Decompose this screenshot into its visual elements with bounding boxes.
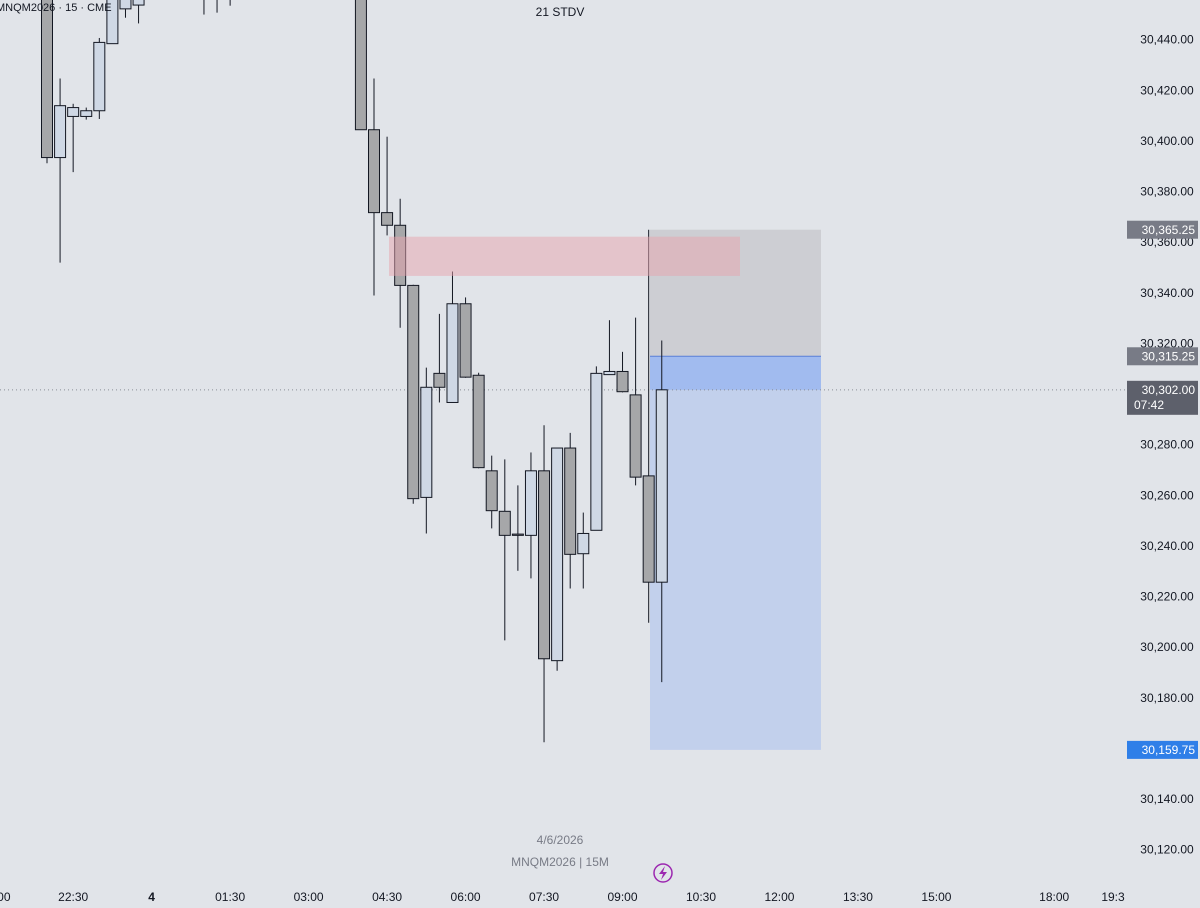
x-tick-label: 19:3 — [1101, 890, 1125, 904]
y-tick-label: 30,340.00 — [1140, 286, 1194, 300]
x-tick-label: 13:30 — [843, 890, 873, 904]
last-price-label: 30,302.00 — [1142, 383, 1196, 397]
entry-price-label-box — [1127, 347, 1198, 366]
candle-body — [54, 105, 67, 159]
candle-body — [538, 470, 551, 660]
candle-body — [381, 212, 394, 226]
lightning-icon[interactable] — [653, 863, 673, 883]
candle-body — [459, 303, 472, 378]
candle-body — [354, 0, 367, 131]
candle-body — [603, 370, 616, 376]
stop-price-label: 30,365.25 — [1142, 223, 1196, 237]
y-tick-label: 30,240.00 — [1140, 539, 1194, 553]
x-tick-label: 12:00 — [764, 890, 794, 904]
x-tick-label: 22:30 — [58, 890, 88, 904]
y-tick-label: 30,180.00 — [1140, 691, 1194, 705]
candle-body — [41, 0, 53, 159]
candle-body — [577, 532, 590, 555]
y-tick-label: 30,420.00 — [1140, 83, 1194, 97]
candle-body — [551, 447, 564, 662]
footer-label: MNQM2026 | 15M — [511, 855, 609, 869]
target-region — [650, 356, 821, 750]
y-tick-label: 30,220.00 — [1140, 590, 1194, 604]
date-label: 4/6/2026 — [537, 833, 584, 847]
candle-body — [420, 386, 433, 498]
candle-body — [524, 470, 537, 536]
candle-body — [446, 303, 459, 403]
x-tick-label: 18:00 — [1039, 890, 1069, 904]
x-tick-label: 06:00 — [451, 890, 481, 904]
candle-body — [511, 533, 524, 536]
x-tick-label: 01:30 — [215, 890, 245, 904]
over-layer — [389, 236, 740, 276]
indicator-title: 21 STDV — [536, 5, 585, 19]
candle-body — [407, 284, 420, 500]
candle-body — [485, 470, 498, 512]
y-tick-label: 30,120.00 — [1140, 843, 1194, 857]
x-tick-label: 03:00 — [294, 890, 324, 904]
x-tick-label: 15:00 — [921, 890, 951, 904]
candle-body — [132, 0, 145, 6]
candle-body — [368, 129, 380, 214]
x-tick-label: 00 — [0, 890, 11, 904]
candle-body — [642, 475, 655, 583]
x-tick-label: 04:30 — [372, 890, 402, 904]
candle-body — [498, 510, 511, 536]
stop-price-label-box — [1127, 220, 1198, 239]
candle-body — [93, 41, 106, 112]
countdown-label: 07:42 — [1134, 398, 1164, 412]
y-tick-label: 30,440.00 — [1140, 33, 1194, 47]
candle-body — [433, 372, 446, 388]
x-tick-label: 07:30 — [529, 890, 559, 904]
candle-body — [564, 447, 577, 555]
target-price-label-box — [1127, 740, 1198, 759]
y-tick-label: 30,140.00 — [1140, 792, 1194, 806]
zone — [389, 236, 740, 276]
candles — [41, 0, 668, 743]
candle-body — [80, 110, 93, 117]
y-tick-label: 30,380.00 — [1140, 185, 1194, 199]
x-tick-label: 4 — [148, 890, 155, 904]
last-price-box — [1127, 380, 1198, 415]
candle-body — [472, 374, 485, 469]
candle-body — [119, 0, 132, 10]
y-tick-label: 30,280.00 — [1140, 438, 1194, 452]
target-price-label: 30,159.75 — [1142, 743, 1196, 757]
candle-body — [590, 372, 603, 531]
progress-region — [650, 356, 821, 390]
y-tick-label: 30,200.00 — [1140, 640, 1194, 654]
candle-body — [655, 389, 668, 583]
y-tick-label: 30,400.00 — [1140, 134, 1194, 148]
candle-body — [106, 0, 119, 45]
x-tick-label: 09:00 — [608, 890, 638, 904]
y-tick-label: 30,260.00 — [1140, 488, 1194, 502]
candle-body — [616, 370, 629, 393]
under-layer — [0, 229, 1125, 750]
candle-body — [67, 107, 80, 117]
entry-price-label: 30,315.25 — [1142, 349, 1196, 363]
axis-layer: 30,120.0030,140.0030,160.0030,180.0030,2… — [0, 33, 1198, 904]
y-tick-label: 30,320.00 — [1140, 336, 1194, 350]
candle-body — [629, 394, 642, 478]
x-tick-label: 10:30 — [686, 890, 716, 904]
symbol-header: MNQM2026 · 15 · CME — [0, 2, 112, 14]
